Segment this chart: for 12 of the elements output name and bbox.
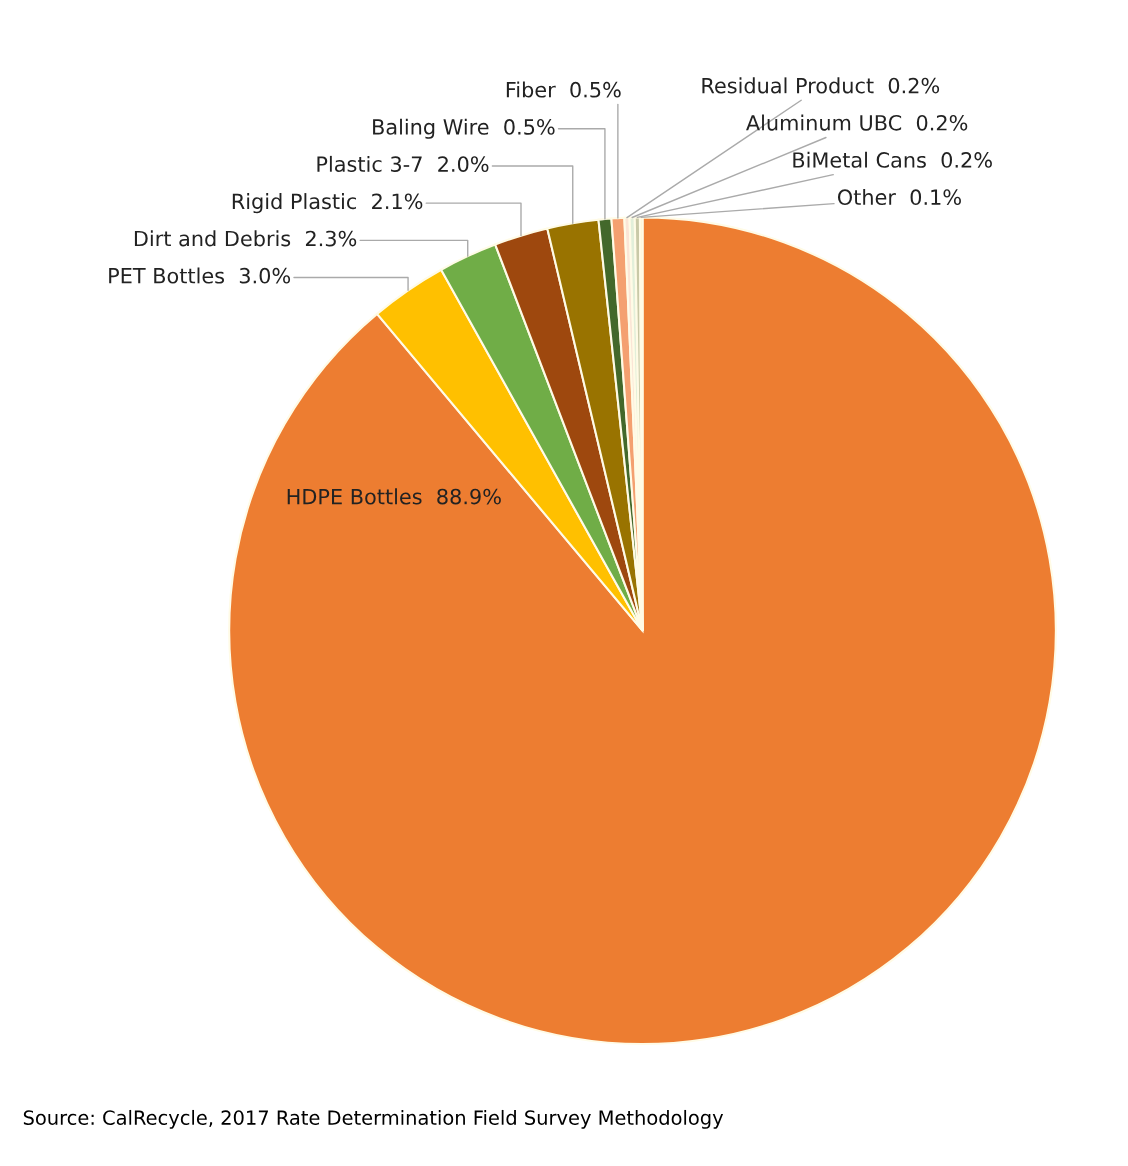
slice-label: PET Bottles 3.0% [109,267,291,284]
slice-label: BiMetal Cans 0.2% [793,151,992,168]
slice-label: Plastic 3-7 2.0% [317,155,489,172]
slice-label: Aluminum UBC 0.2% [746,114,968,131]
slice-label: Rigid Plastic 2.1% [232,193,423,214]
slice-label: HDPE Bottles 88.9% [287,488,501,505]
slice-label: Dirt and Debris 2.3% [134,230,357,247]
slice-label: Residual Product 0.2% [702,77,940,94]
slice-label: Fiber 0.5% [506,81,621,98]
slice-label: Baling Wire 0.5% [373,118,555,139]
source-note: Source: CalRecycle, 2017 Rate Determination Field Survey Methodology [23,1109,724,1129]
slice-label: Other 0.1% [837,188,961,206]
